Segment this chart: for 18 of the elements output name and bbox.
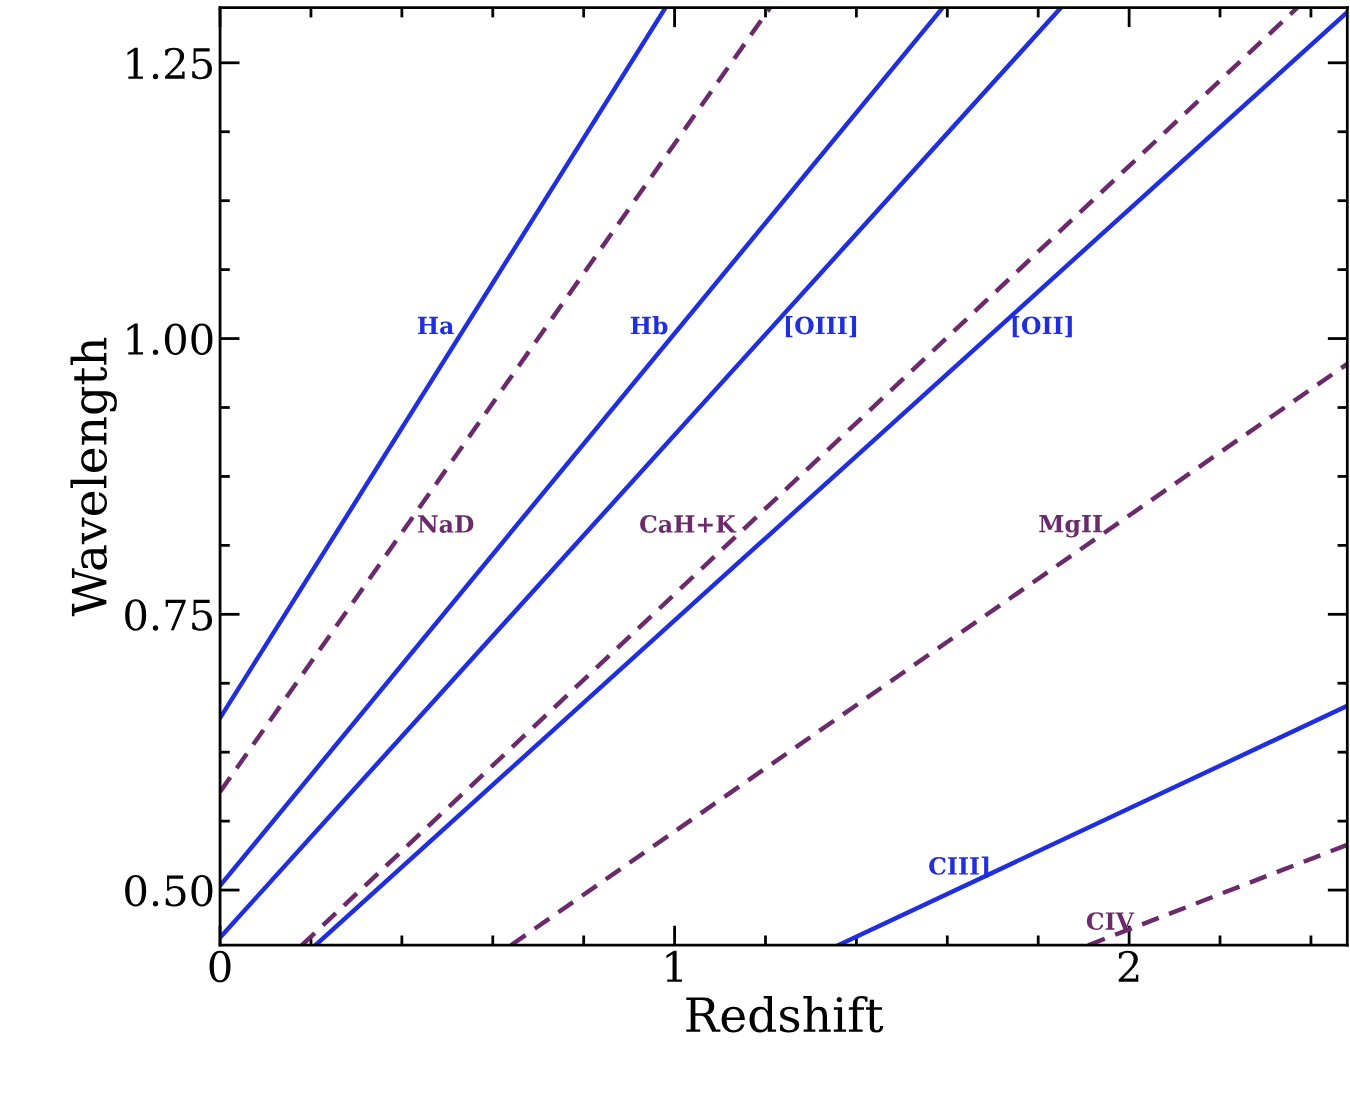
annotation: Hb bbox=[630, 316, 668, 335]
annotation: CIII] bbox=[929, 856, 989, 878]
annotation: [OII] bbox=[1012, 316, 1072, 338]
y-tick-label: 0.50 bbox=[125, 874, 213, 907]
x-tick-label: 0 bbox=[209, 950, 231, 983]
y-tick-label: 0.75 bbox=[125, 599, 212, 631]
annotation: CIV bbox=[1086, 912, 1135, 931]
annotation: Ha bbox=[417, 316, 454, 335]
y-axis-title: Wavelength bbox=[70, 337, 117, 617]
annotation: [OIII] bbox=[785, 316, 857, 338]
x-tick-label: 2 bbox=[1118, 950, 1139, 982]
annotation: NaD bbox=[418, 515, 474, 533]
y-tick-label: 1.25 bbox=[127, 47, 212, 80]
y-tick-label: 1.00 bbox=[127, 323, 213, 355]
annotation: CaH+K bbox=[640, 515, 737, 533]
x-tick-label: 1 bbox=[666, 950, 682, 982]
annotation: MgII bbox=[1039, 515, 1102, 538]
x-axis-title: Redshift bbox=[686, 995, 884, 1033]
